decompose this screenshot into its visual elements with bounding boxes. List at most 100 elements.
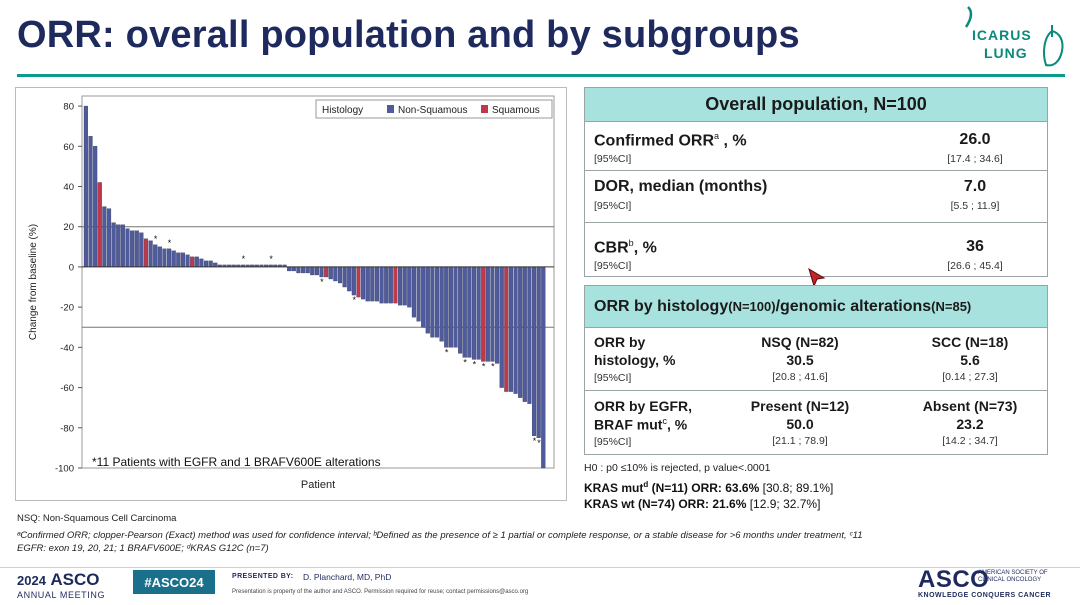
data-bar bbox=[485, 266, 490, 362]
histology-header: ORR by histology (N=100)/genomic alterat… bbox=[585, 286, 1047, 328]
kras-wt-line: KRAS wt (N=74) ORR: 21.6% [12.9; 32.7%] bbox=[584, 497, 821, 511]
asterisk-marker: * bbox=[463, 357, 467, 367]
data-bar bbox=[162, 248, 167, 268]
present-value: 50.0 bbox=[786, 416, 814, 432]
data-bar bbox=[518, 266, 523, 398]
cbr-label: CBRb, % bbox=[594, 238, 657, 257]
data-bar bbox=[130, 230, 135, 268]
asterisk-marker: * bbox=[168, 238, 172, 248]
data-bar bbox=[462, 266, 467, 358]
data-bar bbox=[319, 266, 324, 278]
asterisk-marker: * bbox=[154, 234, 158, 244]
y-tick-label: -40 bbox=[60, 343, 74, 354]
data-bar bbox=[393, 266, 398, 304]
data-bar bbox=[171, 250, 176, 268]
data-bar bbox=[508, 266, 514, 392]
data-bar bbox=[384, 266, 389, 304]
data-bar bbox=[434, 266, 440, 338]
mouse-cursor-icon bbox=[808, 268, 826, 288]
data-bar bbox=[125, 228, 130, 268]
data-bar bbox=[116, 224, 121, 268]
orr-histology-panel: ORR by histology (N=100)/genomic alterat… bbox=[584, 285, 1048, 455]
data-bar bbox=[199, 258, 204, 268]
orr-egfr-label2: BRAF mutc, % bbox=[594, 416, 688, 433]
data-bar bbox=[180, 252, 185, 268]
x-axis-label: Patient bbox=[301, 479, 335, 491]
data-bar bbox=[490, 266, 495, 362]
data-bar bbox=[305, 266, 310, 274]
h0-note: H0 : p0 ≤10% is rejected, p value<.0001 bbox=[584, 462, 771, 474]
asterisk-marker: * bbox=[320, 277, 324, 287]
legend-swatch-non-squamous bbox=[387, 105, 394, 113]
data-bar bbox=[522, 266, 527, 402]
legend-title: Histology bbox=[322, 105, 363, 116]
data-bar bbox=[314, 266, 319, 276]
footnote-line1: ᵃConfirmed ORR; clopper-Pearson (Exact) … bbox=[17, 530, 863, 541]
asco-society-logo: ASCO AMERICAN SOCIETY OF CLINICAL ONCOLO… bbox=[918, 566, 1052, 599]
data-bar bbox=[531, 266, 537, 436]
data-bar bbox=[185, 254, 190, 268]
data-bar bbox=[425, 266, 430, 334]
asterisk-marker: * bbox=[445, 347, 449, 357]
footnote-nsq: NSQ: Non-Squamous Cell Carcinoma bbox=[17, 513, 177, 524]
data-bar bbox=[134, 230, 139, 268]
title-divider bbox=[17, 74, 1065, 77]
data-bar bbox=[398, 266, 403, 306]
logo-line2: LUNG bbox=[984, 45, 1028, 61]
asco-annual-meeting-logo: 2024 ASCO ANNUAL MEETING bbox=[17, 570, 106, 600]
asterisk-marker: * bbox=[269, 254, 273, 264]
data-bar bbox=[361, 266, 366, 300]
icarus-lung-logo: ICARUS LUNG bbox=[960, 3, 1070, 73]
divider bbox=[585, 390, 1047, 391]
data-bar bbox=[203, 260, 209, 268]
present-ci: [21.1 ; 78.9] bbox=[772, 435, 828, 447]
overall-header: Overall population, N=100 bbox=[585, 88, 1047, 122]
confirmed-orr-ci-label: [95%CI] bbox=[594, 153, 632, 165]
data-bar bbox=[448, 266, 453, 348]
cbr-ci-label: [95%CI] bbox=[594, 260, 632, 272]
orr-egfr-label1: ORR by EGFR, bbox=[594, 398, 693, 414]
dor-ci: [5.5 ; 11.9] bbox=[950, 200, 1000, 212]
y-tick-label: 0 bbox=[69, 262, 74, 273]
data-bar bbox=[287, 266, 292, 272]
data-bar bbox=[194, 256, 199, 268]
data-bar bbox=[111, 222, 116, 268]
data-bar bbox=[476, 266, 481, 360]
data-bar bbox=[213, 262, 218, 268]
data-bar bbox=[153, 244, 158, 268]
data-bar bbox=[190, 256, 195, 268]
data-bar bbox=[333, 266, 338, 282]
data-bar bbox=[106, 208, 112, 268]
scc-value: 5.6 bbox=[960, 352, 980, 368]
cbr-ci: [26.6 ; 45.4] bbox=[947, 260, 1003, 272]
dor-value: 7.0 bbox=[963, 178, 987, 195]
data-bar bbox=[337, 266, 343, 284]
footnote-line2: EGFR: exon 19, 20, 21; 1 BRAFV600E; ᵈKRA… bbox=[17, 543, 269, 554]
scc-header: SCC (N=18) bbox=[931, 334, 1009, 350]
divider bbox=[585, 170, 1047, 171]
data-bar bbox=[310, 266, 315, 276]
data-bar bbox=[300, 266, 306, 274]
data-bar bbox=[176, 252, 181, 268]
legend-swatch-squamous bbox=[481, 105, 488, 113]
data-bar bbox=[139, 232, 144, 268]
data-bar bbox=[453, 266, 458, 348]
data-bar bbox=[421, 266, 426, 328]
data-bar bbox=[471, 266, 477, 360]
confirmed-orr-ci: [17.4 ; 34.6] bbox=[947, 153, 1003, 165]
hashtag-badge: #ASCO24 bbox=[133, 570, 215, 594]
nsq-ci: [20.8 ; 41.6] bbox=[772, 371, 828, 383]
y-tick-label: -20 bbox=[60, 303, 74, 314]
asterisk-marker: * bbox=[353, 295, 357, 305]
data-bar bbox=[102, 206, 107, 268]
slide-title: ORR: overall population and by subgroups bbox=[17, 14, 800, 56]
data-bar bbox=[388, 266, 393, 304]
kras-mut-line: KRAS mutd (N=11) ORR: 63.6% [30.8; 89.1%… bbox=[584, 480, 834, 495]
dor-label: DOR, median (months) bbox=[594, 178, 768, 195]
confirmed-orr-label: Confirmed ORRa , % bbox=[594, 131, 747, 150]
data-bar bbox=[504, 266, 509, 392]
y-axis-label: Change from baseline (%) bbox=[28, 224, 39, 340]
data-bar bbox=[120, 224, 125, 268]
data-bar bbox=[402, 266, 407, 306]
data-bar bbox=[495, 266, 500, 364]
